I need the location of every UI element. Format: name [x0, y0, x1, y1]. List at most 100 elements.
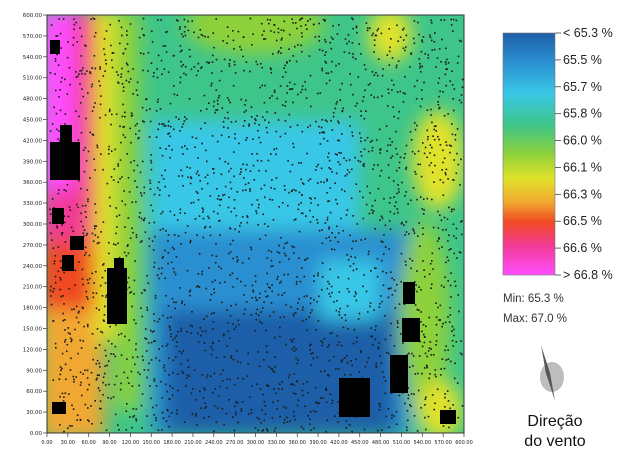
sensor-point — [199, 180, 201, 182]
sensor-point — [169, 210, 172, 213]
sensor-point — [337, 421, 339, 423]
sensor-point — [349, 125, 351, 127]
sensor-point — [441, 246, 443, 248]
sensor-point — [259, 320, 261, 323]
sensor-point — [250, 248, 253, 251]
sensor-point — [143, 186, 145, 189]
sensor-point — [252, 290, 255, 293]
sensor-point — [147, 369, 150, 371]
sensor-point — [377, 58, 380, 60]
sensor-point — [385, 415, 387, 418]
sensor-point — [392, 180, 395, 182]
sensor-point — [218, 340, 220, 342]
sensor-point — [66, 184, 69, 186]
sensor-point — [184, 145, 186, 147]
sensor-point — [451, 123, 453, 125]
sensor-point — [440, 19, 442, 21]
sensor-point — [404, 260, 407, 263]
sensor-point — [200, 67, 202, 69]
sensor-point — [105, 429, 108, 432]
sensor-point — [331, 248, 333, 251]
sensor-point — [153, 380, 156, 382]
sensor-point — [76, 203, 78, 206]
sensor-point — [68, 66, 71, 69]
sensor-point — [452, 345, 454, 347]
sensor-point — [206, 376, 208, 379]
sensor-point — [201, 270, 204, 273]
sensor-point — [349, 234, 351, 237]
sensor-point — [195, 172, 198, 175]
sensor-point — [363, 148, 366, 150]
sensor-point — [266, 272, 268, 275]
sensor-point — [284, 120, 287, 122]
sensor-point — [181, 352, 183, 355]
sensor-point — [264, 234, 267, 237]
sensor-point — [310, 343, 312, 346]
sensor-point — [393, 345, 396, 347]
sensor-point — [408, 233, 410, 235]
sensor-point — [214, 388, 217, 390]
sensor-point — [404, 153, 406, 155]
sensor-point — [413, 20, 416, 22]
sensor-point — [79, 419, 82, 421]
sensor-point — [149, 188, 152, 190]
sensor-point — [270, 367, 272, 370]
sensor-point — [247, 352, 249, 355]
sensor-point — [449, 284, 452, 287]
sensor-point — [426, 109, 429, 111]
sensor-point — [451, 339, 454, 342]
sensor-point — [93, 55, 96, 57]
sensor-point — [264, 84, 266, 87]
y-tick-label: 0.00 — [30, 431, 43, 437]
sensor-point — [240, 280, 242, 283]
sensor-point — [159, 229, 162, 231]
sensor-point — [364, 238, 367, 240]
sensor-point — [67, 332, 70, 334]
sensor-point — [301, 50, 303, 53]
sensor-point — [421, 39, 423, 41]
sensor-point — [191, 325, 194, 328]
x-tick-label: 150.00 — [143, 440, 161, 446]
sensor-point — [438, 138, 440, 141]
sensor-point — [169, 125, 172, 128]
sensor-point — [292, 55, 294, 57]
sensor-point — [309, 311, 312, 314]
sensor-point — [141, 240, 143, 242]
sensor-point — [215, 109, 217, 111]
sensor-point — [92, 292, 94, 294]
sensor-point — [424, 146, 427, 149]
sensor-point — [365, 203, 368, 206]
sensor-point — [327, 156, 329, 158]
sensor-point — [337, 241, 339, 243]
sensor-point — [369, 305, 371, 308]
sensor-point — [311, 352, 314, 354]
sensor-point — [229, 59, 231, 61]
sensor-point — [80, 381, 82, 384]
sensor-point — [120, 26, 123, 29]
sensor-point — [413, 415, 416, 417]
sensor-point — [417, 21, 419, 24]
sensor-point — [242, 378, 244, 380]
sensor-point — [267, 225, 269, 228]
sensor-point — [451, 325, 454, 328]
sensor-point — [220, 70, 223, 73]
sensor-point — [85, 45, 87, 47]
sensor-point — [371, 149, 374, 152]
sensor-point — [94, 227, 96, 230]
sensor-point — [109, 23, 111, 26]
sensor-point — [93, 106, 95, 108]
sensor-point — [410, 405, 412, 408]
sensor-point — [348, 52, 351, 54]
sensor-point — [338, 291, 341, 293]
sensor-point — [243, 69, 245, 72]
sensor-point — [365, 290, 368, 293]
sensor-point — [367, 27, 369, 29]
sensor-point — [53, 260, 56, 262]
sensor-point — [148, 245, 151, 248]
sensor-point — [165, 345, 168, 347]
sensor-point — [92, 17, 95, 20]
sensor-point — [131, 426, 133, 429]
sensor-point — [61, 392, 64, 395]
sensor-point — [340, 317, 343, 319]
sensor-point — [63, 189, 66, 191]
